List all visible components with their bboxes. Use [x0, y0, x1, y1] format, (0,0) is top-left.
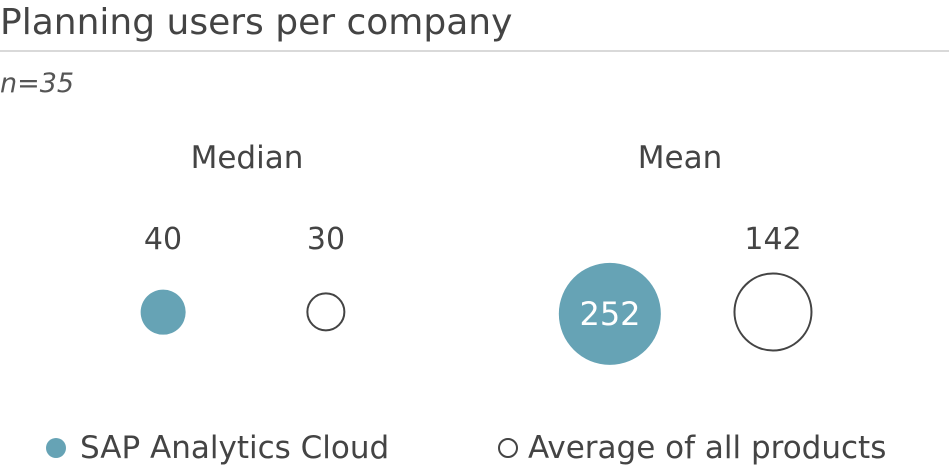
data-label-mean-sac: 252: [579, 294, 641, 333]
sample-size: n=35: [0, 68, 75, 99]
group-label-median: Median: [190, 140, 304, 176]
hollow-circle-icon: [498, 438, 518, 458]
legend-item-average: Average of all products: [498, 430, 886, 466]
legend-label: SAP Analytics Cloud: [80, 430, 390, 466]
data-label-median-sac: 40: [143, 222, 183, 257]
bubble-median-sac: [140, 289, 186, 335]
bubble-mean-sac: 252: [558, 262, 662, 366]
filled-circle-icon: [46, 438, 66, 458]
bubble-median-avg: [306, 292, 346, 332]
data-label-mean-avg: 142: [744, 222, 802, 257]
data-label-median-avg: 30: [306, 222, 346, 257]
chart-title: Planning users per company: [0, 2, 513, 43]
legend-label: Average of all products: [528, 430, 887, 466]
title-divider: [0, 50, 949, 52]
bubble-mean-avg: [733, 272, 813, 352]
legend-item-sac: SAP Analytics Cloud: [46, 430, 389, 466]
group-label-mean: Mean: [637, 140, 723, 176]
